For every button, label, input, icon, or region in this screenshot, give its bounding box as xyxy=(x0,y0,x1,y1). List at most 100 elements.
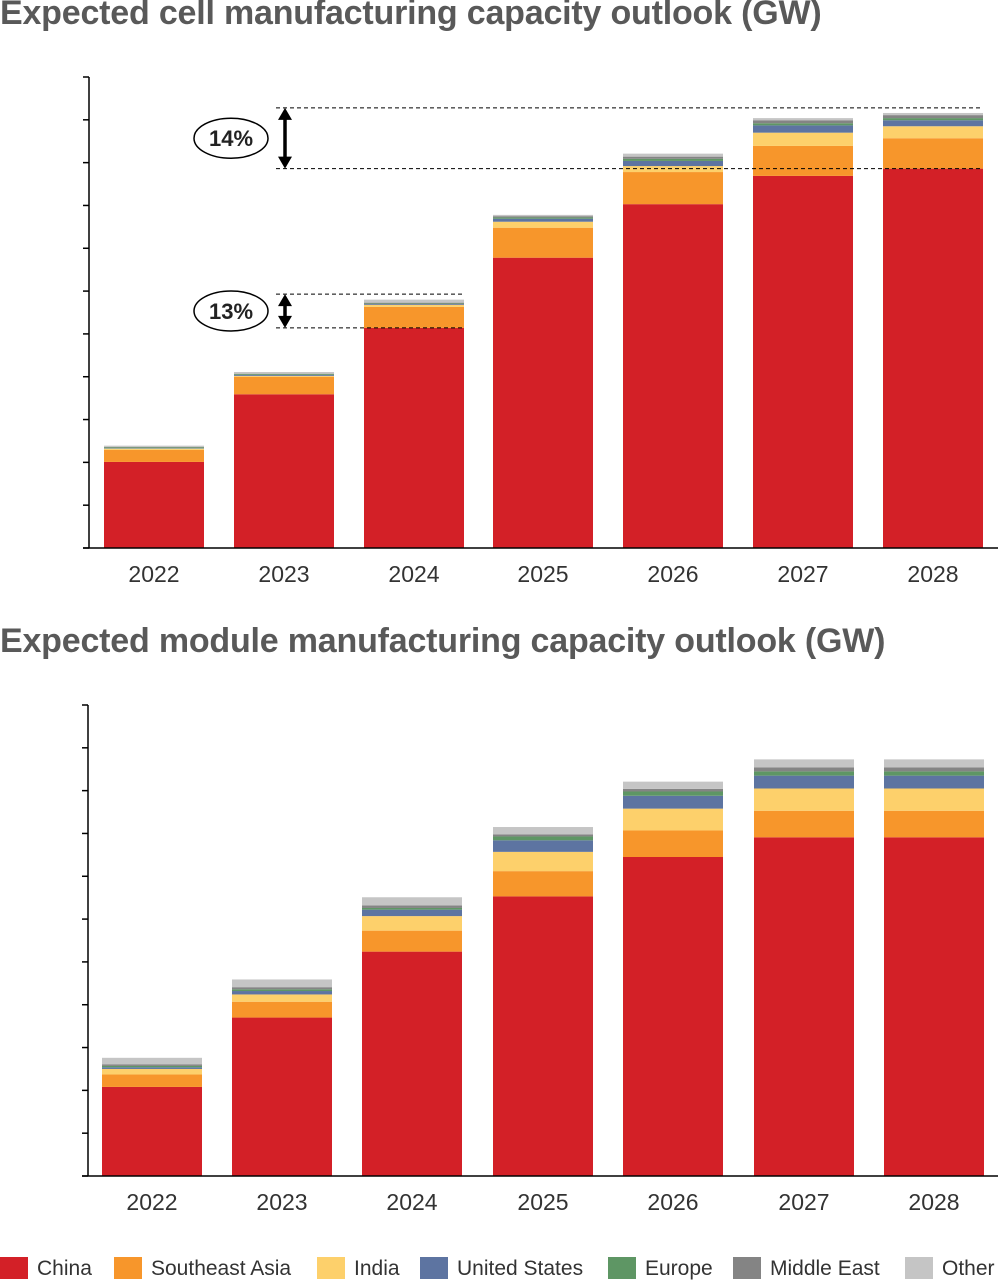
cell-bar-2024-other xyxy=(364,300,464,303)
module-bar-2026-india xyxy=(623,809,723,831)
legend-swatch-other xyxy=(905,1257,933,1279)
cell-bar-2023-europe xyxy=(234,374,334,375)
callout-label: 13% xyxy=(209,299,253,324)
legend-label-southeast-asia: Southeast Asia xyxy=(151,1256,291,1282)
module-bar-2022-europe xyxy=(102,1066,202,1067)
cell-bar-2028-united-states xyxy=(883,120,983,126)
module-bar-2028-other xyxy=(884,759,984,767)
module-bar-2022-middle-east xyxy=(102,1064,202,1066)
callout-label: 14% xyxy=(209,126,253,151)
cell-bar-2022-other xyxy=(104,446,204,447)
module-bar-2022-southeast-asia xyxy=(102,1075,202,1087)
arrow-up-icon xyxy=(278,294,292,306)
arrow-down-icon xyxy=(278,316,292,328)
cell-bar-2027-united-states xyxy=(753,125,853,132)
module-bar-2028-southeast-asia xyxy=(884,811,984,838)
legend-swatch-united-states xyxy=(420,1257,448,1279)
module-bar-2024-united-states xyxy=(362,910,462,916)
module-bar-2026-middle-east xyxy=(623,789,723,792)
module-bar-2023-india xyxy=(232,994,332,1001)
module-bar-2024-other xyxy=(362,897,462,905)
module-bar-2025-other xyxy=(493,827,593,834)
module-bar-2023-middle-east xyxy=(232,987,332,989)
cell-x-tick-label-2027: 2027 xyxy=(777,561,828,587)
cell-x-tick-label-2025: 2025 xyxy=(517,561,568,587)
legend: China Southeast Asia India United States… xyxy=(0,1256,1000,1282)
cell-bar-2027-southeast-asia xyxy=(753,146,853,176)
module-bar-2024-china xyxy=(362,952,462,1176)
legend-label-india: India xyxy=(354,1256,400,1282)
cell-bar-2022-southeast-asia xyxy=(104,450,204,462)
module-bar-2025-united-states xyxy=(493,840,593,852)
cell-x-tick-label-2022: 2022 xyxy=(128,561,179,587)
module-bar-2024-southeast-asia xyxy=(362,931,462,952)
module-bar-2028-china xyxy=(884,837,984,1176)
cell-bar-2025-china xyxy=(493,258,593,548)
cell-bar-2027-other xyxy=(753,118,853,120)
cell-bar-2028-middle-east xyxy=(883,115,983,118)
cell-bar-2024-middle-east xyxy=(364,303,464,304)
module-bar-2024-india xyxy=(362,916,462,931)
cell-bar-2028-other xyxy=(883,113,983,115)
module-bar-2028-united-states xyxy=(884,776,984,789)
cell-bar-2023-southeast-asia xyxy=(234,377,334,395)
cell-bar-2024-china xyxy=(364,328,464,548)
cell-bar-2027-china xyxy=(753,176,853,548)
module-bar-2025-europe xyxy=(493,836,593,840)
module-bar-2023-united-states xyxy=(232,991,332,994)
cell-bar-2022-china xyxy=(104,462,204,548)
module-bar-2025-india xyxy=(493,852,593,871)
cell-bar-2025-united-states xyxy=(493,219,593,222)
arrow-down-icon xyxy=(278,157,292,169)
cell-bar-2027-middle-east xyxy=(753,120,853,123)
cell-bar-2023-india xyxy=(234,376,334,377)
module-x-tick-label-2028: 2028 xyxy=(908,1189,959,1215)
cell-bar-2027-europe xyxy=(753,123,853,125)
cell-bar-2023-united-states xyxy=(234,375,334,376)
legend-label-united-states: United States xyxy=(457,1256,583,1282)
module-bar-2027-united-states xyxy=(754,776,854,789)
cell-bar-2022-india xyxy=(104,449,204,450)
legend-label-china: China xyxy=(37,1256,92,1282)
legend-label-europe: Europe xyxy=(645,1256,713,1282)
cell-bar-2026-other xyxy=(623,154,723,157)
cell-bar-2026-southeast-asia xyxy=(623,172,723,204)
cell-bar-2026-middle-east xyxy=(623,157,723,159)
cell-bar-2023-china xyxy=(234,394,334,548)
cell-bar-2026-united-states xyxy=(623,161,723,166)
cell-bar-2026-europe xyxy=(623,159,723,161)
legend-swatch-middle-east xyxy=(733,1257,761,1279)
cell-x-tick-label-2023: 2023 xyxy=(258,561,309,587)
cell-bar-2028-india xyxy=(883,126,983,138)
module-bar-2023-southeast-asia xyxy=(232,1002,332,1018)
cell-bar-2025-india xyxy=(493,222,593,228)
legend-swatch-europe xyxy=(608,1257,636,1279)
module-bar-2026-united-states xyxy=(623,796,723,809)
legend-swatch-india xyxy=(317,1257,345,1279)
module-x-tick-label-2022: 2022 xyxy=(126,1189,177,1215)
module-x-tick-label-2025: 2025 xyxy=(517,1189,568,1215)
module-bar-2027-europe xyxy=(754,771,854,775)
cell-x-tick-label-2028: 2028 xyxy=(907,561,958,587)
module-bar-2026-other xyxy=(623,782,723,789)
cell-bar-2028-china xyxy=(883,169,983,548)
cell-bar-2025-middle-east xyxy=(493,216,593,217)
cell-bar-2022-europe xyxy=(104,447,204,448)
cell-bar-2028-europe xyxy=(883,118,983,120)
module-x-tick-label-2023: 2023 xyxy=(256,1189,307,1215)
module-chart-title: Expected module manufacturing capacity o… xyxy=(0,622,885,661)
module-bar-2024-europe xyxy=(362,908,462,910)
module-bar-2026-europe xyxy=(623,791,723,795)
module-x-tick-label-2024: 2024 xyxy=(386,1189,437,1215)
cell-bar-2027-india xyxy=(753,133,853,146)
module-bar-2026-china xyxy=(623,857,723,1176)
arrow-up-icon xyxy=(278,108,292,120)
module-x-tick-label-2026: 2026 xyxy=(647,1189,698,1215)
module-bar-2025-middle-east xyxy=(493,834,593,836)
module-bar-2025-china xyxy=(493,896,593,1176)
cell-bar-2023-other xyxy=(234,372,334,374)
module-bar-2026-southeast-asia xyxy=(623,830,723,857)
cell-bar-2026-india xyxy=(623,166,723,172)
cell-bar-2026-china xyxy=(623,204,723,548)
